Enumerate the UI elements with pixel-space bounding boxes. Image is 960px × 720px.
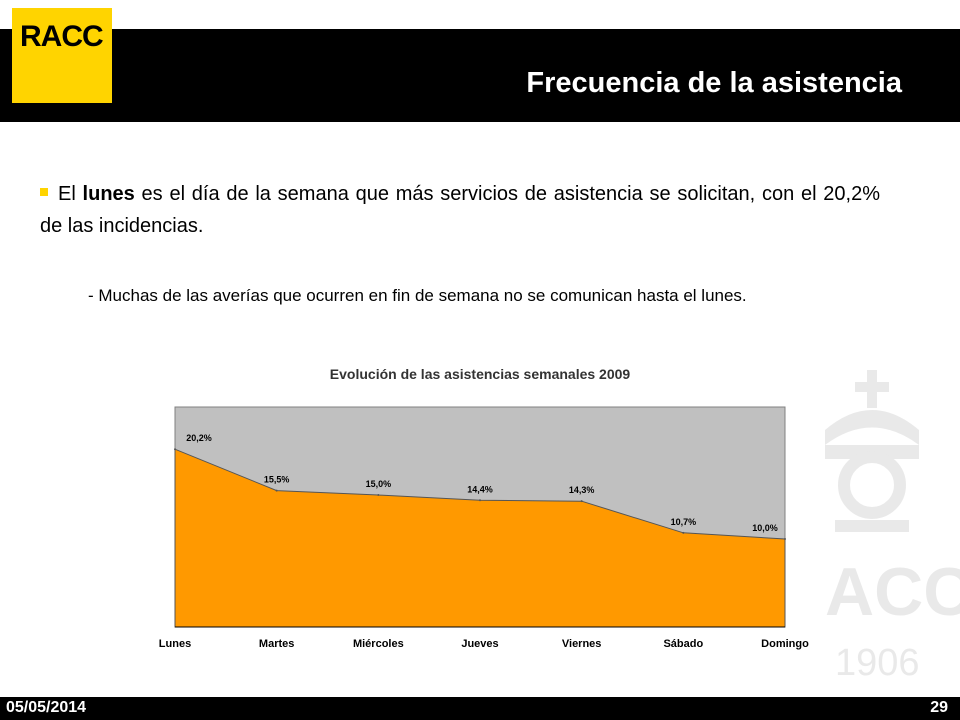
racc-watermark: ACC 1906 — [825, 370, 960, 684]
bullet-prefix: El — [58, 183, 83, 205]
area-series — [174, 448, 786, 628]
data-label: 10,7% — [671, 517, 697, 527]
x-tick-label: Sábado — [663, 638, 703, 650]
x-tick-label: Domingo — [761, 638, 809, 650]
bullet-bold-word: lunes — [82, 183, 135, 205]
data-label: 15,5% — [264, 475, 290, 485]
watermark-text: ACC — [825, 554, 960, 630]
data-point — [580, 500, 583, 503]
footer-bar: 05/05/2014 29 — [0, 697, 960, 720]
chart-title: Evolución de las asistencias semanales 2… — [329, 366, 631, 382]
watermark-year: 1906 — [835, 642, 920, 684]
page-title: Frecuencia de la asistencia — [526, 67, 902, 99]
header-bar — [0, 29, 960, 122]
data-label: 14,4% — [467, 484, 493, 494]
data-point — [682, 531, 685, 534]
logo-text: RACC — [20, 20, 104, 53]
data-label: 14,3% — [569, 485, 595, 495]
data-label: 10,0% — [752, 523, 778, 533]
data-point — [377, 494, 380, 496]
data-label: 15,0% — [366, 479, 392, 489]
x-tick-label: Lunes — [159, 638, 191, 650]
sub-bullet-paragraph: - Muchas de las averías que ocurren en f… — [88, 286, 747, 305]
footer-date: 05/05/2014 — [6, 699, 87, 716]
bullet-square-icon — [40, 188, 48, 196]
bullet-rest: es el día de la semana que más servicios… — [40, 183, 880, 237]
x-tick-label: Jueves — [461, 638, 498, 650]
x-tick-label: Viernes — [562, 638, 602, 650]
data-point — [784, 538, 786, 540]
data-point — [479, 499, 481, 502]
data-point — [275, 489, 278, 492]
x-tick-label: Miércoles — [353, 638, 404, 650]
bullet-paragraph: El lunes es el día de la semana que más … — [40, 178, 880, 242]
x-tick-label: Martes — [259, 638, 294, 650]
data-point — [174, 448, 176, 451]
racc-logo: RACC — [12, 8, 112, 103]
page-number: 29 — [930, 699, 948, 716]
data-label: 20,2% — [186, 433, 212, 443]
